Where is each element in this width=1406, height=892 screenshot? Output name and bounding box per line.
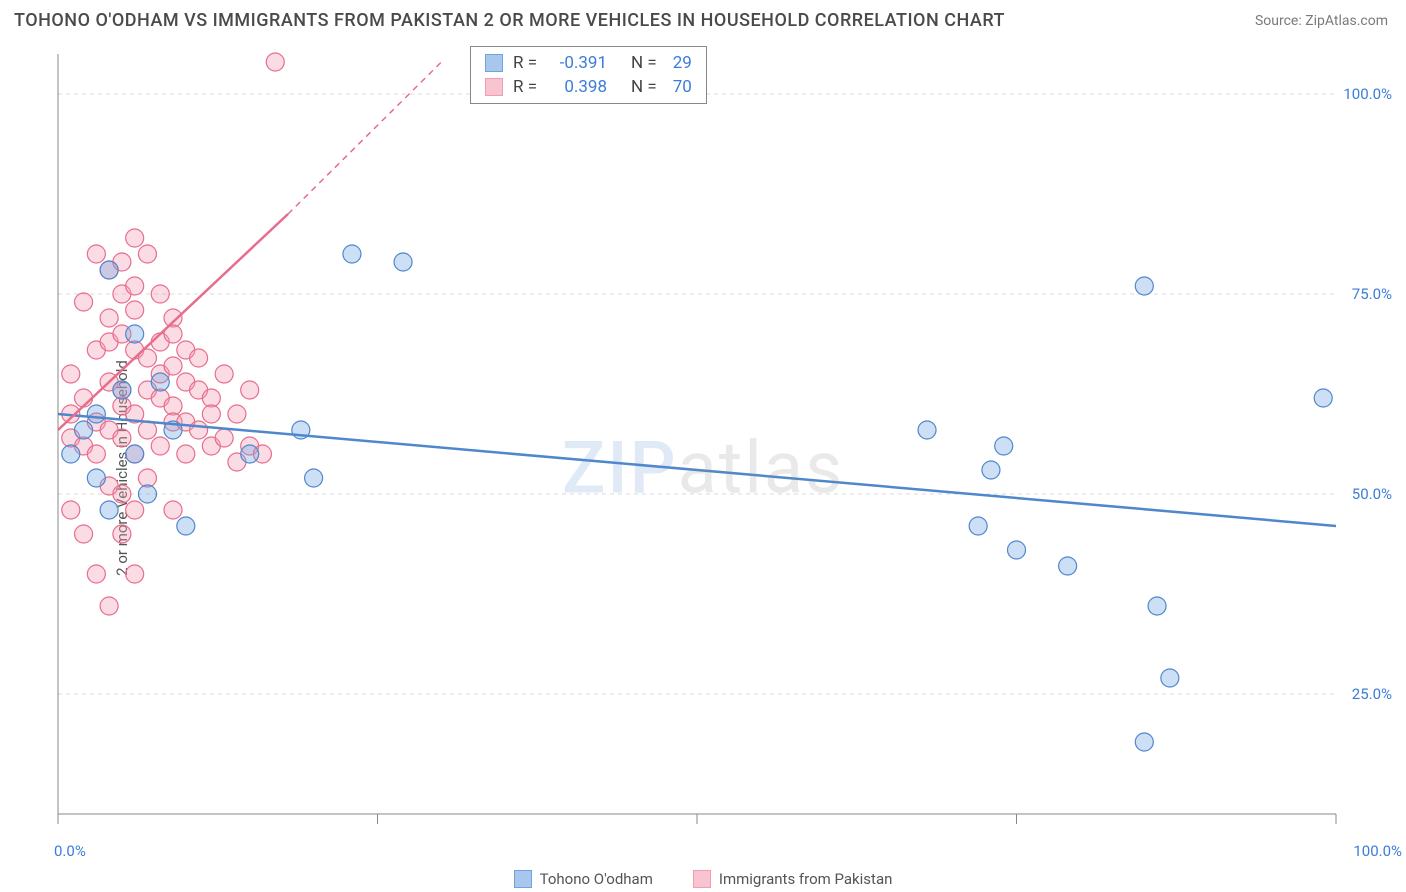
y-tick-label: 25.0% [1352, 685, 1392, 703]
x-tick-max: 100.0% [1353, 842, 1402, 860]
legend-swatch-2 [693, 870, 711, 888]
legend-swatch-1 [514, 870, 532, 888]
legend-bottom: Tohono O'odham Immigrants from Pakistan [0, 870, 1406, 888]
scatter-plot [50, 44, 1406, 854]
stats-n-2: 70 [673, 77, 692, 97]
y-tick-label: 75.0% [1352, 285, 1392, 303]
stats-swatch-1 [485, 54, 503, 72]
stats-swatch-2 [485, 78, 503, 96]
y-tick-label: 50.0% [1352, 485, 1392, 503]
x-axis-tick-labels: 0.0% 100.0% [50, 842, 1406, 860]
y-tick-label: 100.0% [1343, 85, 1392, 103]
stats-row-series2: R = 0.398 N = 70 [485, 75, 692, 99]
x-tick-min: 0.0% [54, 842, 86, 860]
chart-source: Source: ZipAtlas.com [1255, 13, 1388, 29]
legend-item-1: Tohono O'odham [514, 870, 653, 888]
stats-legend-box: R = -0.391 N = 29 R = 0.398 N = 70 [470, 46, 707, 104]
stats-r-1: -0.391 [547, 53, 607, 73]
chart-header: TOHONO O'ODHAM VS IMMIGRANTS FROM PAKIST… [0, 0, 1406, 37]
stats-row-series1: R = -0.391 N = 29 [485, 51, 692, 75]
stats-n-1: 29 [673, 53, 692, 73]
legend-item-2: Immigrants from Pakistan [693, 870, 893, 888]
chart-title: TOHONO O'ODHAM VS IMMIGRANTS FROM PAKIST… [14, 10, 1005, 31]
stats-r-2: 0.398 [547, 77, 607, 97]
chart-area: 2 or more Vehicles in Household ZIPatlas… [0, 44, 1406, 892]
